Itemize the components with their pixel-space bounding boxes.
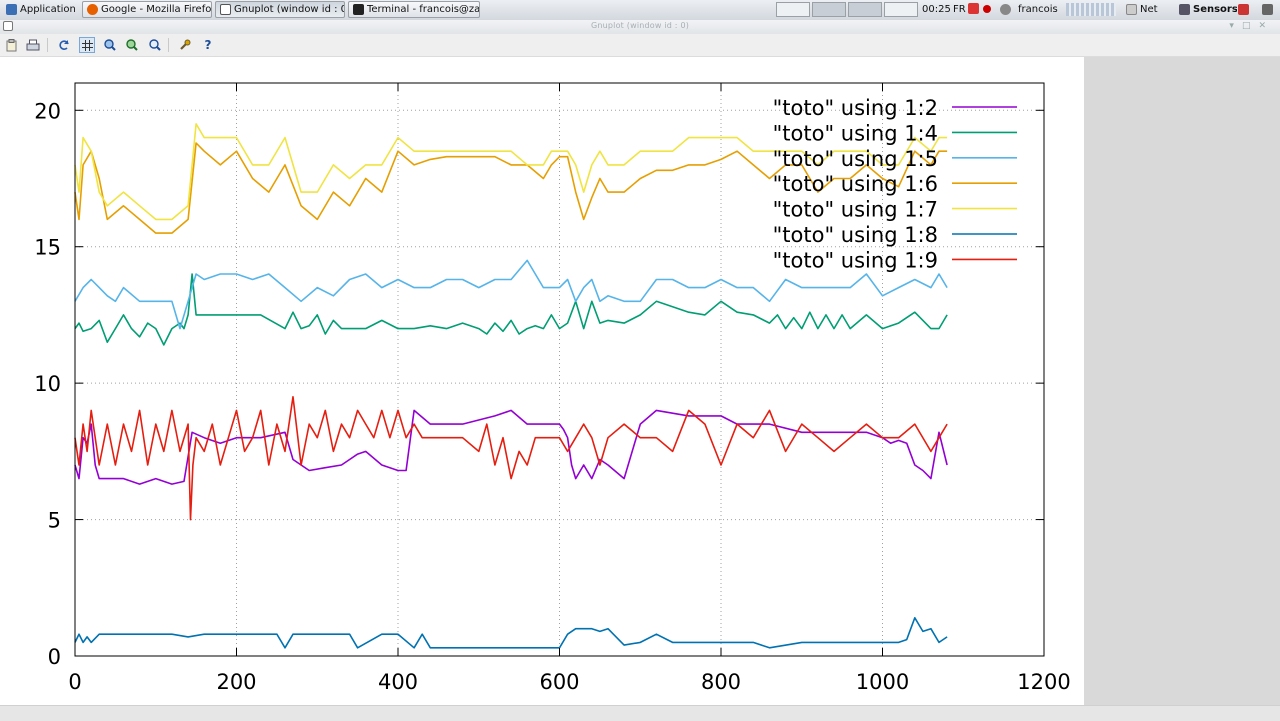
keyboard-layout[interactable]: FR	[949, 1, 969, 18]
network-status-icon[interactable]	[1000, 4, 1011, 15]
y-tick-label: 5	[48, 509, 61, 533]
clipboard-icon	[6, 38, 16, 51]
y-tick-label: 20	[34, 99, 61, 123]
window-title: Gnuplot (window id : 0)	[590, 21, 690, 30]
record-icon[interactable]	[983, 5, 991, 13]
legend-entry-label: "toto" using 1:5	[773, 147, 938, 171]
user-menu[interactable]: francois	[1014, 1, 1058, 18]
series-line-4	[74, 142, 948, 234]
refresh-icon	[59, 40, 69, 50]
workspace-3[interactable]	[848, 2, 882, 17]
notification-icon[interactable]	[968, 3, 979, 14]
temperature-icon[interactable]	[1238, 4, 1249, 15]
terminal-icon	[353, 4, 364, 15]
x-tick-label: 200	[216, 670, 256, 694]
next-zoom-button[interactable]	[124, 37, 140, 53]
window-menu-icon[interactable]	[3, 21, 13, 31]
applications-menu-icon	[6, 4, 17, 15]
print-button[interactable]	[25, 37, 41, 53]
x-tick-label: 600	[539, 670, 579, 694]
copy-to-clipboard-button[interactable]	[3, 37, 19, 53]
printer-icon	[26, 39, 40, 50]
grid-icon	[81, 39, 93, 51]
zoom-previous-icon	[104, 39, 116, 51]
gnuplot-icon	[220, 4, 231, 15]
y-tick-label: 15	[34, 236, 61, 260]
x-tick-label: 400	[378, 670, 418, 694]
user-name: francois	[1018, 4, 1058, 15]
close-icon[interactable]: ✕	[1258, 21, 1274, 31]
taskbar-task-gnuplot[interactable]: Gnuplot (window id : 0)	[215, 1, 345, 18]
plot-area[interactable]: 0 200 400 600 800 1000 1200 0 5 10 15 20 "toto" usi…	[0, 57, 1084, 705]
chart-grid	[75, 83, 1044, 656]
workspace-2[interactable]	[812, 2, 846, 17]
legend-entry-label: "toto" using 1:8	[773, 223, 938, 247]
chart-legend: "toto" using 1:2"toto" using 1:4"toto" u…	[773, 96, 1017, 272]
x-tick-label: 800	[701, 670, 741, 694]
legend-entry-label: "toto" using 1:4	[773, 121, 938, 145]
firefox-icon	[87, 4, 98, 15]
clock[interactable]: 00:25	[918, 1, 950, 18]
sensors-plugin[interactable]: Sensors	[1175, 1, 1237, 18]
cpu-graph	[1062, 1, 1120, 18]
sensors-label: Sensors	[1193, 4, 1237, 15]
taskbar-task-firefox[interactable]: Google - Mozilla Firefox	[82, 1, 212, 18]
status-bar	[0, 705, 1280, 721]
cpu-graph-icon	[1066, 3, 1116, 16]
x-tick-label: 1200	[1017, 670, 1070, 694]
zoom-next-icon	[126, 39, 138, 51]
x-tick-label: 0	[68, 670, 81, 694]
x-tick-label: 1000	[856, 670, 909, 694]
taskbar-task-label: Gnuplot (window id : 0)	[234, 4, 345, 15]
chart-series	[74, 123, 948, 649]
maximize-icon[interactable]: □	[1241, 21, 1259, 31]
series-line-2	[74, 273, 948, 346]
gnuplot-toolbar: ?	[0, 34, 1280, 57]
window-controls[interactable]: ▾□✕	[1229, 21, 1274, 31]
series-line-7	[74, 395, 948, 521]
legend-entry-label: "toto" using 1:2	[773, 96, 938, 120]
chart-ticks: 0 200 400 600 800 1000 1200 0 5 10 15 20	[34, 83, 1071, 694]
sensors-icon	[1179, 4, 1190, 15]
y-tick-label: 10	[34, 372, 61, 396]
legend-entry-label: "toto" using 1:7	[773, 198, 938, 222]
taskbar-task-label: Terminal - francois@zap...	[367, 4, 480, 15]
series-line-1	[74, 409, 948, 485]
net-monitor[interactable]: Net	[1122, 1, 1164, 18]
workspace-4[interactable]	[884, 2, 918, 17]
clock-time: 00:25	[922, 4, 950, 15]
zoom-autoscale-icon	[149, 39, 161, 51]
help-button[interactable]: ?	[200, 37, 216, 53]
series-line-6	[74, 616, 948, 649]
applications-label: Applications	[20, 4, 76, 15]
replot-button[interactable]	[56, 37, 72, 53]
window-background	[1084, 57, 1280, 705]
taskbar-task-terminal[interactable]: Terminal - francois@zap...	[348, 1, 480, 18]
keyboard-layout-label: FR	[953, 4, 966, 15]
settings-button[interactable]	[177, 37, 193, 53]
help-icon: ?	[204, 38, 212, 52]
minimize-icon[interactable]: ▾	[1229, 21, 1242, 31]
taskbar: Applications Google - Mozilla Firefox Gn…	[0, 0, 1280, 21]
y-tick-label: 0	[48, 645, 61, 669]
workspace-1[interactable]	[776, 2, 810, 17]
toggle-grid-button[interactable]	[79, 37, 95, 53]
taskbar-task-label: Google - Mozilla Firefox	[101, 4, 212, 15]
legend-entry-label: "toto" using 1:9	[773, 248, 938, 272]
legend-entry-label: "toto" using 1:6	[773, 172, 938, 196]
window-titlebar[interactable]: Gnuplot (window id : 0) ▾□✕	[0, 20, 1280, 34]
series-line-3	[74, 259, 948, 330]
gnuplot-chart[interactable]: 0 200 400 600 800 1000 1200 0 5 10 15 20 "toto" usi…	[0, 57, 1084, 705]
series-line-5	[74, 123, 948, 221]
net-label: Net	[1140, 4, 1158, 15]
previous-zoom-button[interactable]	[102, 37, 118, 53]
net-monitor-icon	[1126, 4, 1137, 15]
volume-icon[interactable]	[1262, 4, 1273, 15]
wrench-icon	[180, 39, 191, 50]
autoscale-button[interactable]	[147, 37, 163, 53]
applications-menu[interactable]: Applications	[2, 1, 76, 18]
